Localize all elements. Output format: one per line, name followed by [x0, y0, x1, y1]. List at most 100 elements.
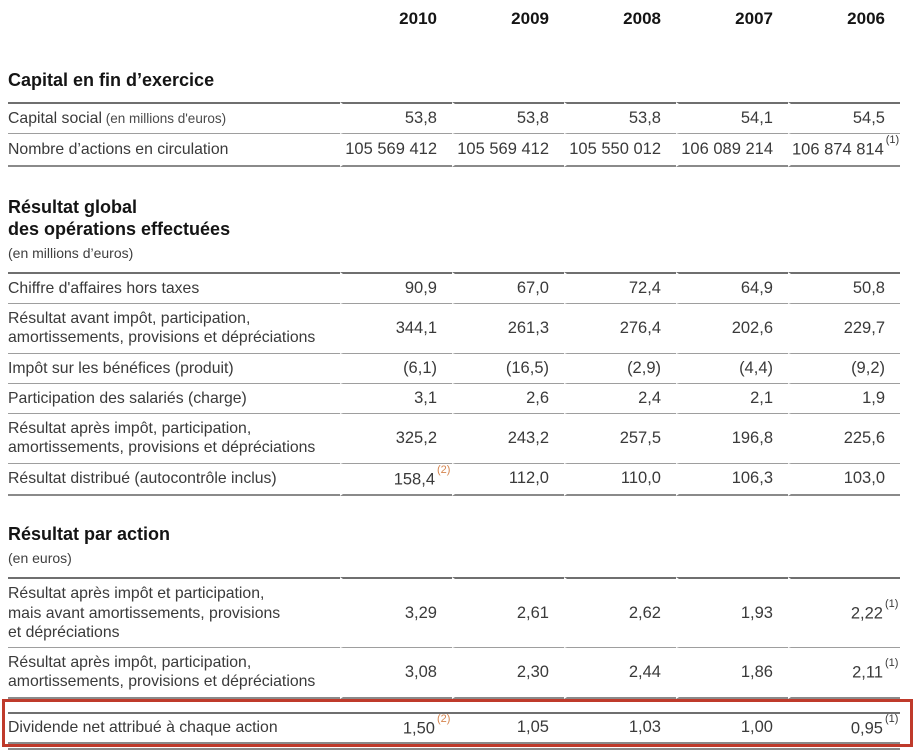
- red-annotation-box: Dividende net attribué à chaque action 1,…: [2, 698, 913, 748]
- section-capital: Capital en fin d’exercice Capital social…: [8, 70, 900, 167]
- value-cell-2009: 2,61: [452, 577, 564, 649]
- value-number: 1,86: [740, 662, 773, 681]
- value-cell-2009: 2,6: [452, 383, 564, 415]
- value-number: 106 089 214: [681, 139, 773, 158]
- value-cell-2006: 2,11(1): [788, 648, 900, 699]
- value-number: (6,1): [403, 358, 437, 377]
- value-cell-2008: (2,9): [564, 353, 676, 384]
- row-label: Résultat distribué (autocontrôle inclus): [8, 464, 340, 497]
- value-number: 106 874 814: [792, 140, 884, 159]
- value-cell-2008: 72,4: [564, 271, 676, 305]
- table-bottom-rule: [8, 748, 900, 751]
- value-number: 53,8: [628, 109, 661, 128]
- row-label: Capital social (en millions d'euros): [8, 101, 340, 135]
- value-cell-2010: 90,9: [340, 271, 452, 305]
- table-row: Chiffre d'affaires hors taxes 90,9 67,0 72,…: [8, 271, 900, 305]
- value-cell-2009: (16,5): [452, 353, 564, 384]
- row-label-note: (en millions d'euros): [101, 110, 227, 126]
- value-number: (9,2): [851, 358, 885, 377]
- value-number: 110,0: [620, 469, 661, 488]
- year-header-row: 2010 2009 2008 2007 2006: [8, 6, 900, 32]
- value-number: 64,9: [740, 278, 773, 297]
- value-number: 1,93: [740, 603, 773, 622]
- value-number: 54,5: [852, 109, 885, 128]
- value-cell-2008: 1,03: [564, 711, 676, 745]
- value-cell-2006: 50,8: [788, 271, 900, 305]
- value-cell-2010: 344,1: [340, 304, 452, 354]
- value-number: 2,62: [628, 603, 661, 622]
- value-number: 202,6: [731, 318, 773, 337]
- value-cell-2009: 112,0: [452, 463, 564, 497]
- value-number: (16,5): [505, 358, 549, 377]
- value-cell-2007: 54,1: [676, 101, 788, 135]
- table-row: Résultat avant impôt, participation, amo…: [8, 304, 900, 354]
- value-number: 53,8: [404, 109, 437, 128]
- value-cell-2007: 106 089 214: [676, 134, 788, 167]
- value-number: 2,61: [516, 603, 549, 622]
- value-cell-2008: 2,44: [564, 648, 676, 699]
- table-row: Résultat après impôt, participation, amo…: [8, 648, 900, 699]
- table-row: Résultat distribué (autocontrôle inclus)…: [8, 463, 900, 497]
- value-cell-2008: 2,62: [564, 577, 676, 649]
- value-number: 112,0: [508, 469, 549, 488]
- section-note: (en millions d’euros): [8, 244, 134, 261]
- year-header-2009: 2009: [511, 9, 549, 28]
- value-cell-2006: 106 874 814(1): [788, 134, 900, 167]
- value-number: 276,4: [619, 318, 661, 337]
- value-number: 3,1: [414, 389, 437, 407]
- table-row: Résultat après impôt, participation, amo…: [8, 414, 900, 464]
- section-title: Capital en fin d’exercice: [8, 70, 215, 90]
- value-cell-2010: 53,8: [340, 101, 452, 135]
- value-number: 257,5: [619, 428, 661, 447]
- row-label: Chiffre d'affaires hors taxes: [8, 271, 340, 305]
- value-number: 1,05: [516, 718, 549, 737]
- value-number: 3,29: [404, 603, 437, 622]
- value-cell-2006: 0,95(1): [788, 711, 900, 745]
- row-label: Nombre d’actions en circulation: [8, 134, 340, 167]
- year-header-spacer: [8, 6, 340, 32]
- value-number: (2,9): [627, 358, 661, 377]
- value-number: 2,11: [852, 663, 883, 682]
- row-label: Participation des salariés (charge): [8, 384, 340, 415]
- value-cell-2007: 1,00: [676, 711, 788, 745]
- value-cell-2007: 1,93: [676, 577, 788, 649]
- value-cell-2006: 1,9: [788, 383, 900, 415]
- table-row: Participation des salariés (charge) 3,1 2,…: [8, 383, 900, 415]
- year-header-2006: 2006: [847, 9, 885, 28]
- value-number: 1,9: [862, 389, 885, 407]
- value-cell-2009: 53,8: [452, 101, 564, 135]
- row-label: Résultat après impôt, participation, amo…: [8, 414, 340, 464]
- value-cell-2009: 1,05: [452, 711, 564, 745]
- value-cell-2006: (9,2): [788, 353, 900, 384]
- table-row: Capital social (en millions d'euros) 53,8…: [8, 101, 900, 135]
- value-cell-2008: 276,4: [564, 304, 676, 354]
- value-number: 53,8: [516, 109, 549, 128]
- value-number: 1,03: [628, 718, 661, 737]
- value-cell-2006: 225,6: [788, 414, 900, 464]
- value-cell-2010: 105 569 412: [340, 134, 452, 167]
- value-number: 158,4: [393, 470, 435, 489]
- value-cell-2009: 243,2: [452, 414, 564, 464]
- value-number: 2,6: [526, 389, 549, 407]
- dividend-row-table: Dividende net attribué à chaque action 1,…: [8, 711, 900, 745]
- value-cell-2010: 325,2: [340, 414, 452, 464]
- value-number: 261,3: [507, 318, 549, 337]
- table-row: Impôt sur les bénéfices (produit) (6,1) (1…: [8, 353, 900, 384]
- value-number: 196,8: [731, 428, 773, 447]
- section-note: (en euros): [8, 550, 72, 567]
- value-cell-2007: 106,3: [676, 463, 788, 497]
- value-cell-2008: 257,5: [564, 414, 676, 464]
- value-number: 0,95: [850, 719, 883, 738]
- value-number: 344,1: [395, 318, 437, 337]
- value-number: 2,44: [628, 662, 661, 681]
- value-number: 105 550 012: [569, 139, 661, 158]
- value-cell-2009: 105 569 412: [452, 134, 564, 167]
- value-cell-2006: 54,5: [788, 101, 900, 135]
- value-cell-2006: 229,7: [788, 304, 900, 354]
- value-number: 105 569 412: [345, 139, 437, 158]
- value-cell-2008: 53,8: [564, 101, 676, 135]
- value-cell-2009: 2,30: [452, 648, 564, 699]
- value-cell-2006: 103,0: [788, 463, 900, 497]
- row-label: Résultat après impôt et participation, m…: [8, 577, 340, 649]
